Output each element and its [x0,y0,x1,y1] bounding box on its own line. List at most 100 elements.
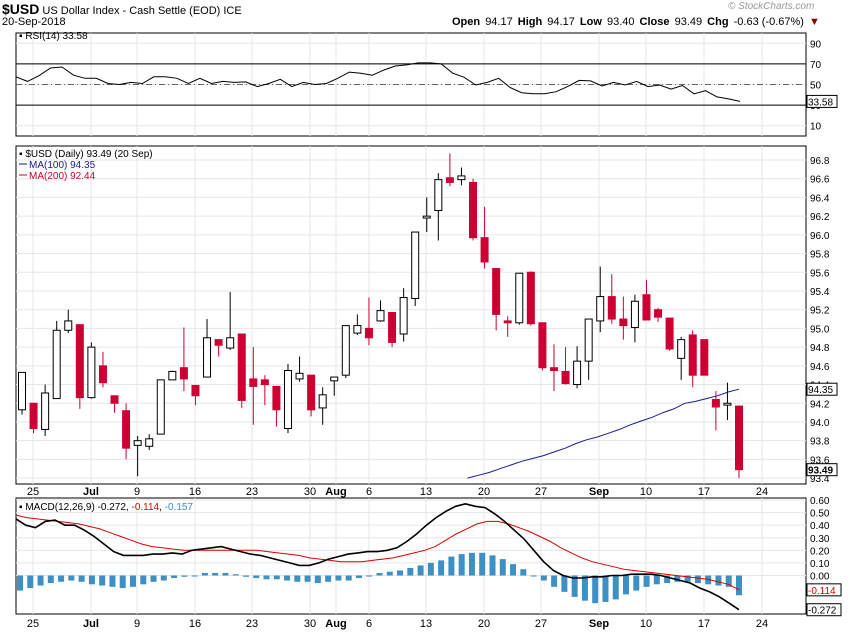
price-x-tick-label: 27 [535,486,547,498]
macd-y-tick-label: 0.30 [810,534,830,545]
candle-body [179,367,188,380]
candle-body [619,318,628,327]
candle-body [700,339,709,376]
candle-body [480,237,489,263]
copyright-notice: © StockCharts.com [728,1,815,12]
macd-y-tick-label: 0.20 [810,546,830,557]
open-value: 94.17 [485,16,513,28]
macd-histogram-bar [438,560,445,576]
macd-histogram-bar [284,575,291,581]
candle-body [260,379,269,386]
macd-y-tick-label: 0.40 [810,521,830,532]
chart-header-title: $USD US Dollar Index - Cash Settle (EOD)… [2,1,242,17]
macd-histogram-bar [417,565,424,576]
candle-body [295,372,304,380]
macd-histogram-bar [736,575,742,596]
candle-body [711,399,720,408]
candle-body [133,440,142,446]
change-label: Chg [707,16,729,28]
candle-body [283,370,292,430]
open-label: Open [452,16,481,28]
candle-body [538,322,547,369]
candle-body [64,320,73,331]
candle-body [41,392,50,430]
macd-histogram-bar [253,575,260,579]
candle-body [226,337,235,349]
macd-histogram-bar [294,575,301,582]
price-x-tick-label: 24 [756,486,768,498]
macd-x-tick-label: 9 [134,618,140,630]
candle-body [249,378,258,387]
macd-histogram-bar [171,575,178,579]
candle-body [549,367,558,372]
candle-body [237,333,246,401]
price-y-tick-label: 96.4 [810,193,830,204]
macd-histogram-bar [376,572,383,576]
macd-y-tick-label: 0.50 [810,509,830,520]
price-x-tick-label: 16 [189,486,201,498]
macd-x-tick-label: 10 [640,618,652,630]
candle-body [492,268,501,315]
macd-histogram-bar [47,575,54,584]
macd-histogram-bar [242,575,249,577]
price-y-tick-label: 94.6 [810,362,830,373]
macd-histogram-bar [684,575,691,582]
macd-histogram-bar [232,574,239,576]
macd-x-tick-label: Aug [325,618,346,630]
candle-body [584,318,593,362]
price-x-tick-label: 17 [698,486,710,498]
macd-histogram-bar [551,575,558,587]
rsi-line [15,62,741,102]
ticker-symbol: $USD [2,1,40,17]
macd-histogram-bar [407,567,414,576]
macd-histogram-bar [222,572,229,576]
candle-body [561,370,570,385]
macd-x-tick-label: 17 [698,618,710,630]
macd-legend-histogram: -0.157 [165,502,194,513]
last-price-label: 93.49 [808,466,833,477]
rsi-last-value-box [806,94,838,108]
ma100-legend: MA(100) 94.35 [29,160,96,171]
macd-histogram-bar [129,575,136,587]
price-y-tick-label: 96.2 [810,212,830,223]
macd-histogram-bar [366,575,373,577]
macd-x-tick-label: 27 [535,618,547,630]
macd-histogram-bar [561,575,568,592]
macd-legend-signal: -0.114 [131,502,159,513]
high-value: 94.17 [547,16,575,28]
price-x-tick-label: 20 [478,486,490,498]
macd-histogram-bar [633,575,640,591]
macd-x-tick-label: 6 [366,618,372,630]
rsi-last-value-label: 33.58 [808,97,833,108]
macd-x-tick-label: 16 [189,618,201,630]
macd-histogram-bar [725,575,732,587]
candle-body [445,177,454,183]
price-y-tick-label: 96.8 [810,156,830,167]
macd-histogram-bar [448,556,455,576]
macd-histogram-bar [468,552,475,576]
price-y-tick-label: 93.6 [810,455,830,466]
price-x-tick-label: 23 [246,486,258,498]
candle-body [469,181,478,239]
macd-histogram-bar [325,575,332,582]
price-x-tick-label: Sep [589,486,609,498]
macd-histogram-bar [345,575,352,581]
down-arrow-icon: ▼ [809,16,820,28]
macd-y-tick-label: 0.60 [810,496,830,507]
macd-histogram-bar [581,575,588,601]
price-y-tick-label: 95.4 [810,287,830,298]
macd-histogram-bar [427,562,434,576]
macd-histogram-bar [304,575,311,582]
candle-body [607,296,616,320]
macd-histogram-bar [212,572,219,576]
macd-histogram-bar [191,575,198,577]
candle-body [654,309,663,318]
price-y-tick-label: 94.0 [810,418,830,429]
ohlc-summary: Open 94.17 High 94.17 Low 93.40 Close 93… [452,16,822,28]
macd-histogram-bar [78,575,85,582]
close-label: Close [639,16,670,28]
instrument-name: US Dollar Index - Cash Settle (EOD) [42,5,221,17]
candle-body [214,339,223,346]
macd-x-tick-label: Sep [589,618,609,630]
rsi-legend: ▪ RSI(14) 33.58 [19,31,88,42]
